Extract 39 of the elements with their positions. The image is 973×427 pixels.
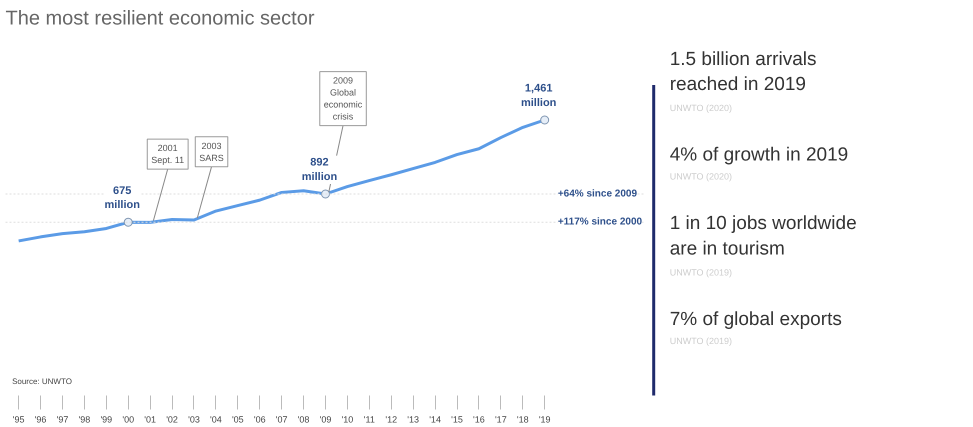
x-tick-label: '09 — [320, 414, 332, 424]
x-tick-label: '16 — [473, 414, 485, 424]
text: 1 in 10 jobs worldwide are in tourism — [670, 213, 857, 260]
x-tick-label: '03 — [188, 414, 200, 424]
chart-title: The most resilient economic sector — [6, 8, 315, 30]
x-tick-label: '02 — [166, 414, 178, 424]
x-tick-label: '14 — [429, 414, 441, 424]
x-tick-label: '97 — [56, 414, 68, 424]
x-tick-label: '12 — [385, 414, 398, 424]
ref-line-label: +117% since 2000 — [558, 216, 643, 228]
x-tick-label: '19 — [538, 414, 551, 424]
x-tick-label: '10 — [342, 414, 354, 424]
x-tick-label: '95 — [12, 414, 25, 424]
x-tick-label: '98 — [78, 414, 90, 424]
data-label: 675 million — [104, 184, 140, 212]
x-tick-label: '00 — [122, 414, 134, 424]
x-tick-label: '05 — [232, 414, 244, 424]
x-tick-label: '04 — [210, 414, 222, 424]
ref-line-label: +64% since 2009 — [558, 188, 638, 200]
x-tick-label: '07 — [276, 414, 288, 424]
x-tick-label: '01 — [144, 414, 156, 424]
x-tick-label: '17 — [494, 414, 507, 424]
source-note: Source: UNWTO — [12, 377, 72, 386]
text: 1.5 billion arrivals reached in 2019 — [670, 48, 816, 96]
text: 4% of growth in 2019 — [670, 144, 848, 166]
x-tick-label: '13 — [407, 414, 420, 424]
x-tick-label: '06 — [254, 414, 266, 424]
x-tick-label: '08 — [298, 414, 310, 424]
annotation: 2003 SARS — [199, 140, 224, 163]
x-tick-label: '18 — [516, 414, 529, 424]
x-tick-label: '99 — [100, 414, 112, 424]
data-label: 892 million — [302, 156, 338, 183]
annotation: 2001 Sept. 11 — [151, 143, 184, 166]
x-tick-label: '96 — [34, 414, 46, 424]
data-label: 1,461 million — [520, 82, 557, 109]
x-tick-label: '11 — [364, 414, 375, 424]
annotation: 2009 Global economic crisis — [324, 76, 363, 122]
x-tick-label: '15 — [451, 414, 463, 424]
text: 7% of global exports — [670, 308, 842, 330]
